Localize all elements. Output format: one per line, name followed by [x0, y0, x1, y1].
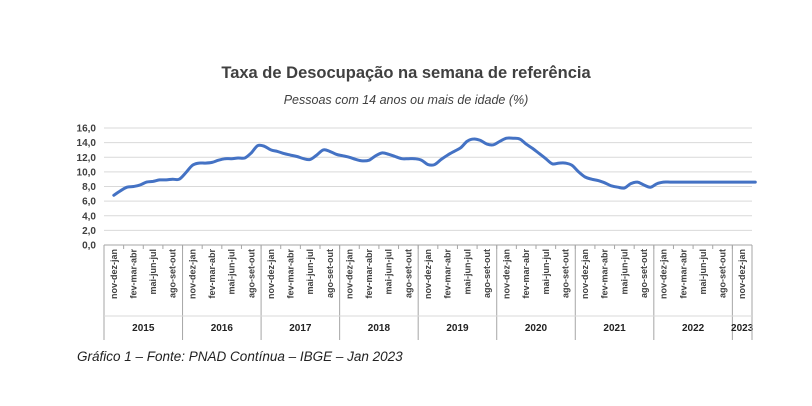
x-tick-label: mai-jun-jul: [148, 249, 158, 295]
year-label: 2017: [289, 323, 312, 334]
y-tick-label: 16,0: [77, 124, 97, 135]
x-tick-label: nov-dez-jan: [502, 249, 512, 299]
y-tick-label: 6,0: [82, 197, 96, 208]
x-tick-label: nov-dez-jan: [344, 249, 354, 299]
x-tick-label: mai-jun-jul: [227, 249, 237, 295]
x-tick-label: ago-set-out: [482, 249, 492, 298]
x-tick-label: mai-jun-jul: [698, 249, 708, 295]
y-tick-label: 12,0: [77, 153, 97, 164]
x-tick-label: fev-mar-abr: [678, 249, 688, 299]
year-label: 2021: [603, 323, 626, 334]
x-tick-label: ago-set-out: [246, 249, 256, 298]
y-tick-label: 8,0: [82, 182, 96, 193]
x-tick-label: ago-set-out: [168, 249, 178, 298]
x-tick-label: nov-dez-jan: [580, 249, 590, 299]
x-tick-label: fev-mar-abr: [443, 249, 453, 299]
x-tick-label: nov-dez-jan: [737, 249, 747, 299]
x-tick-label: nov-dez-jan: [266, 249, 276, 299]
x-tick-label: nov-dez-jan: [423, 249, 433, 299]
x-tick-label: mai-jun-jul: [619, 249, 629, 295]
x-tick-label: ago-set-out: [403, 249, 413, 298]
x-tick-label: ago-set-out: [718, 249, 728, 298]
y-tick-label: 0,0: [82, 241, 96, 252]
x-tick-label: fev-mar-abr: [364, 249, 374, 299]
x-tick-label: fev-mar-abr: [286, 249, 296, 299]
year-label: 2015: [132, 323, 155, 334]
year-label: 2019: [446, 323, 469, 334]
x-tick-label: ago-set-out: [325, 249, 335, 298]
y-tick-label: 2,0: [82, 226, 96, 237]
year-label: 2022: [682, 323, 705, 334]
x-tick-label: fev-mar-abr: [207, 249, 217, 299]
x-tick-label: ago-set-out: [560, 249, 570, 298]
x-tick-label: fev-mar-abr: [600, 249, 610, 299]
year-label: 2023: [731, 323, 754, 334]
x-tick-label: mai-jun-jul: [305, 249, 315, 295]
series-line: [112, 136, 757, 197]
x-tick-label: ago-set-out: [639, 249, 649, 298]
chart-title: Taxa de Desocupação na semana de referên…: [221, 64, 591, 82]
x-tick-label: nov-dez-jan: [659, 249, 669, 299]
x-tick-label: mai-jun-jul: [462, 249, 472, 295]
y-tick-label: 4,0: [82, 211, 96, 222]
x-tick-label: mai-jun-jul: [384, 249, 394, 295]
x-tick-label: nov-dez-jan: [187, 249, 197, 299]
year-label: 2018: [368, 323, 391, 334]
x-tick-label: nov-dez-jan: [109, 249, 119, 299]
year-label: 2020: [525, 323, 548, 334]
chart-caption: Gráfico 1 – Fonte: PNAD Contínua – IBGE …: [77, 349, 403, 364]
x-tick-label: fev-mar-abr: [128, 249, 138, 299]
x-tick-label: mai-jun-jul: [541, 249, 551, 295]
y-tick-label: 14,0: [77, 138, 97, 149]
year-label: 2016: [211, 323, 234, 334]
x-tick-label: fev-mar-abr: [521, 249, 531, 299]
chart-subtitle: Pessoas com 14 anos ou mais de idade (%): [283, 93, 529, 107]
y-tick-label: 10,0: [77, 167, 97, 178]
